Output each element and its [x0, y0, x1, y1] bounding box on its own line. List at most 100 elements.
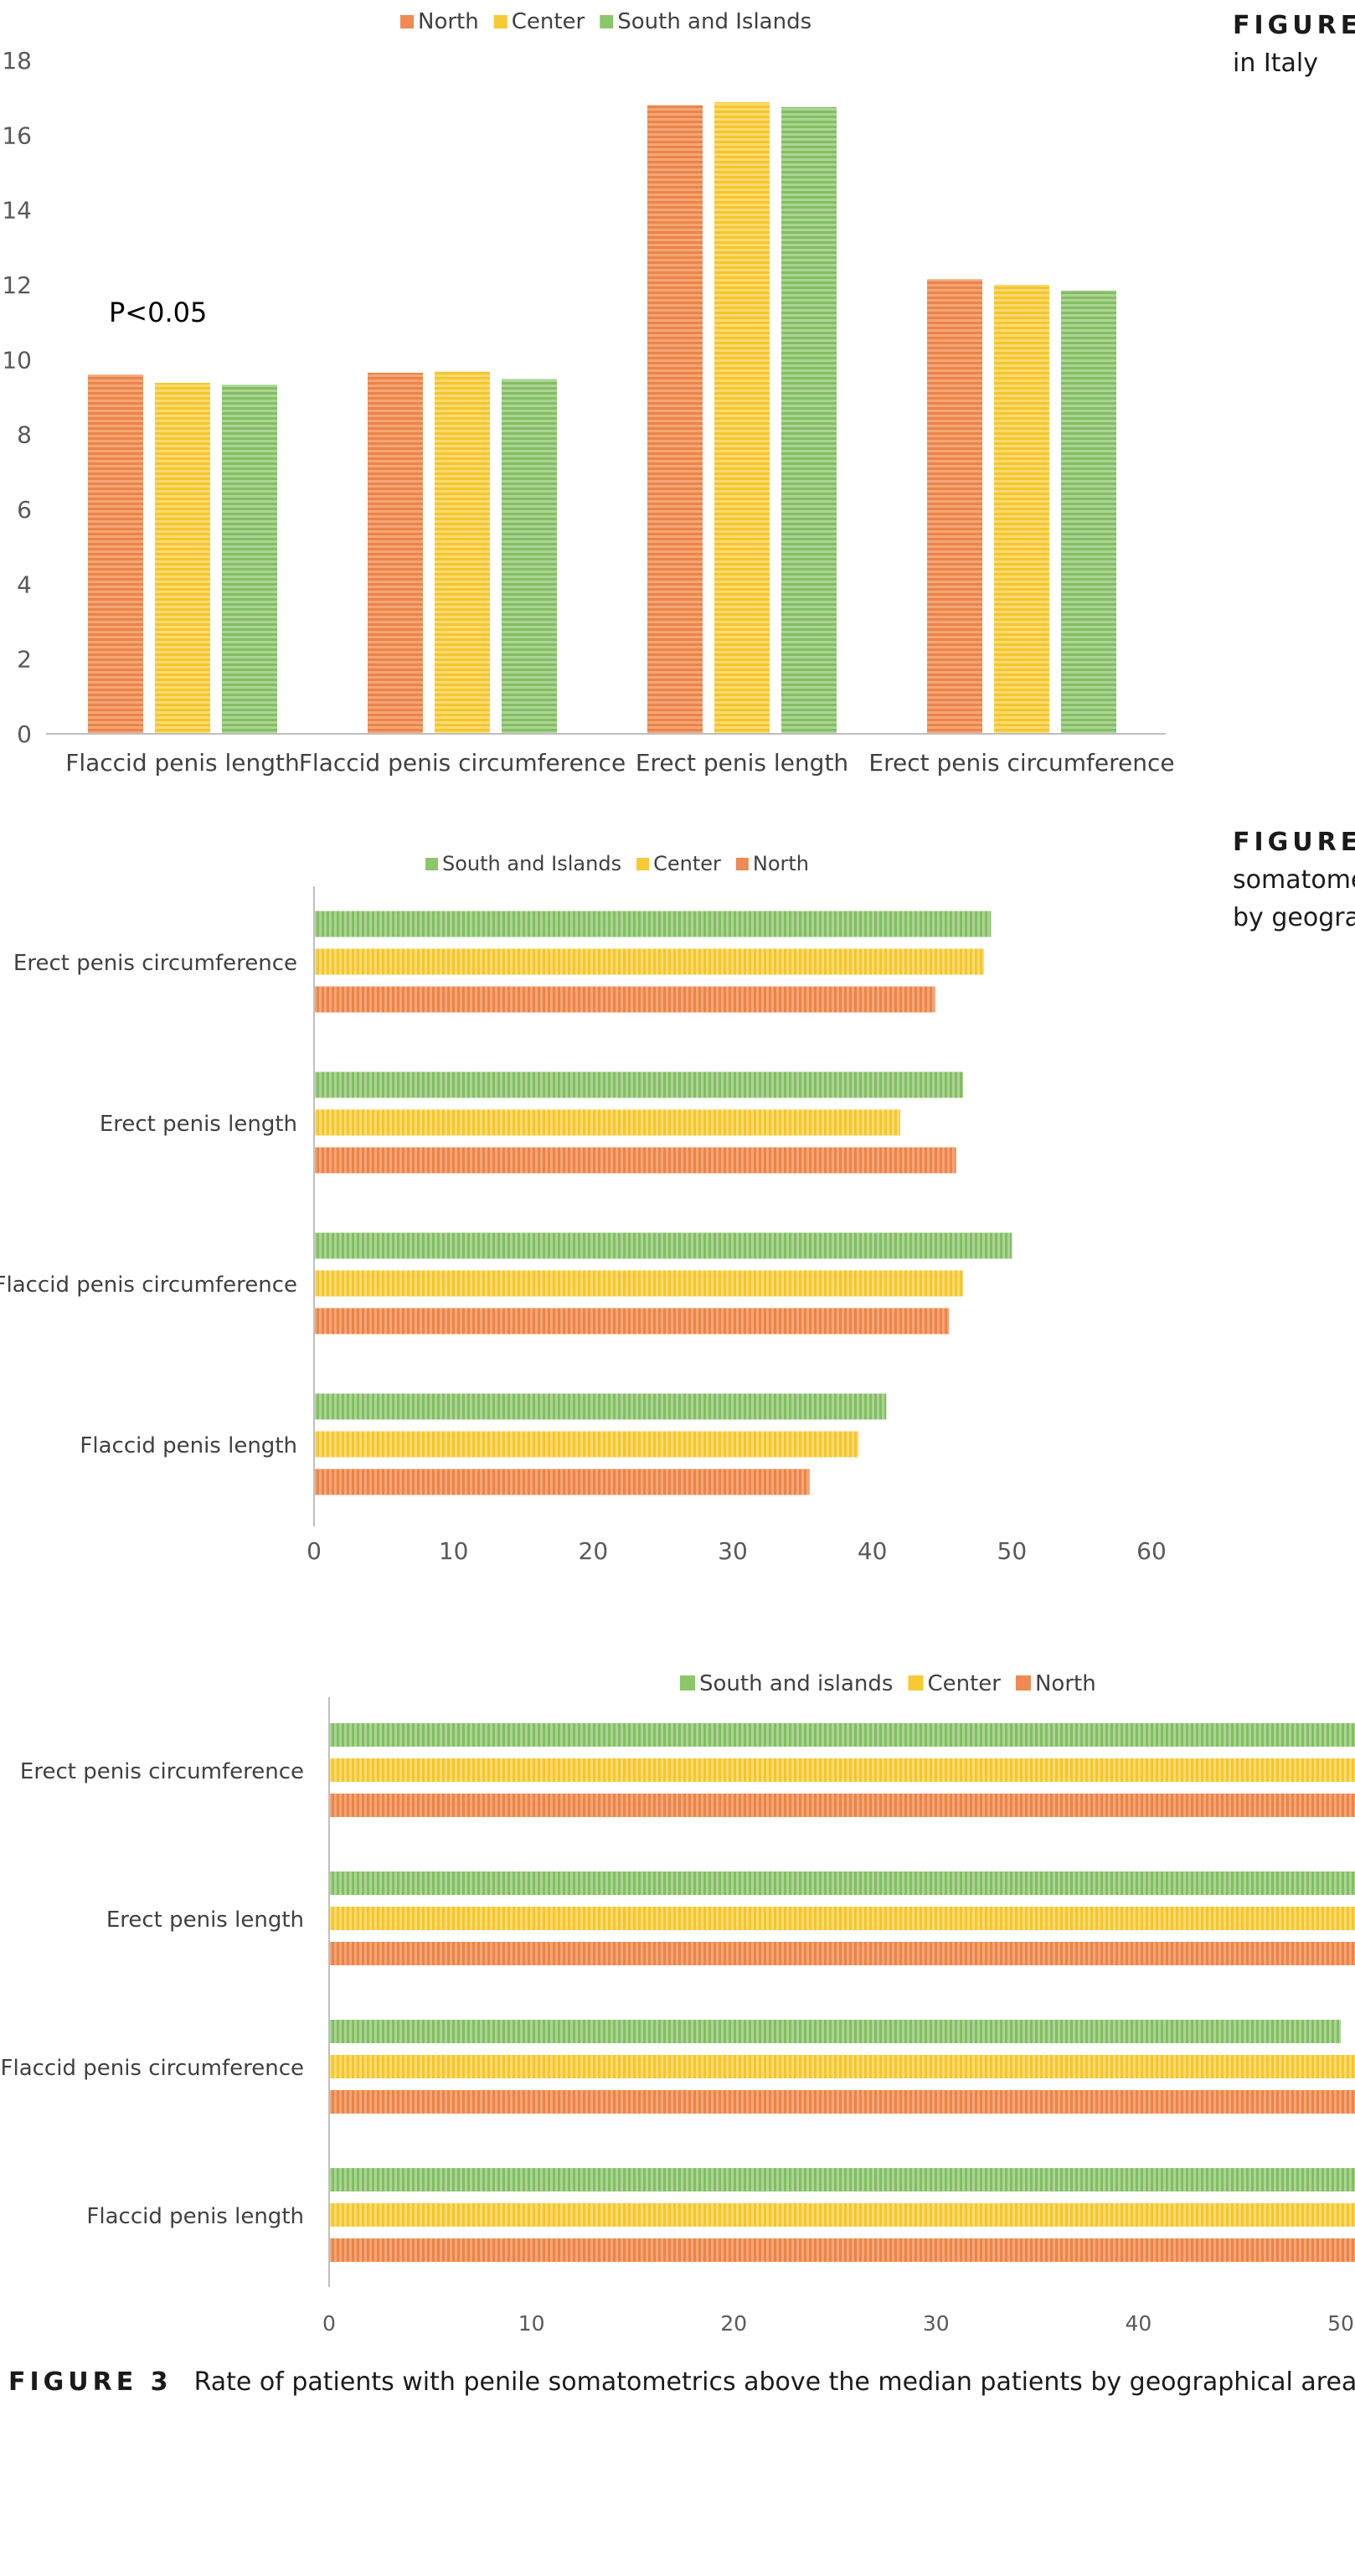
chart3-x-tick-0: 0 [322, 2311, 336, 2336]
chart1-bar-center-erect-penis-circumference [994, 285, 1049, 734]
chart1-annotation: P<0.05 [109, 297, 207, 328]
chart2-legend-swatch-north [1015, 1675, 1031, 1691]
chart3-bar-north-flaccid-penis-circumference [330, 2090, 1355, 2114]
chart3-x-tick-20: 20 [720, 2311, 747, 2336]
chart1-bar-south-and-islands-flaccid-penis-circumference [502, 379, 557, 734]
chart1-bar-south-and-islands-erect-penis-length [781, 106, 837, 735]
chart2-x-tick-40: 40 [858, 1537, 888, 1565]
chart2-bar-north-flaccid-penis-circumference [315, 1308, 950, 1334]
chart2-legend-swatch-south-and-islands [680, 1675, 695, 1691]
chart3-x-tick-50: 50 [1327, 2311, 1354, 2336]
chart1-y-tick-6: 6 [17, 496, 32, 524]
chart3-category-flaccid-penis-length: Flaccid penis length [86, 2204, 304, 2229]
chart2-legend-label-north: North [1035, 1671, 1096, 1696]
chart1-category-labels: Flaccid penis length Flaccid penis circum… [65, 749, 1174, 777]
chart3-bar-south-and-islands-erect-penis-circumference [330, 1723, 1355, 1747]
figure1-bar-chart: North Center South and Islands 0 2 4 6 8 10 12 14… [2, 9, 1355, 777]
chart1-bar-center-erect-penis-length [714, 102, 770, 734]
chart1-legend-swatch-center [636, 858, 650, 870]
chart1-category-flaccid-penis-circumference: Flaccid penis circumference [299, 749, 626, 777]
chart2-bar-center-flaccid-penis-circumference [315, 1270, 963, 1297]
chart2-legend-label-south-and-islands: South and islands [699, 1671, 893, 1696]
figure3-horizontal-bar-chart: South and islands Center North Flaccid pen… [1, 1671, 1355, 2336]
chart3-bar-center-flaccid-penis-circumference [330, 2055, 1355, 2078]
chart3-bar-south-and-islands-flaccid-penis-length [330, 2168, 1355, 2191]
chart2-x-tick-0: 0 [307, 1537, 322, 1565]
chart0-legend-label-south-and-islands: South and Islands [617, 9, 811, 34]
chart1-y-tick-2: 2 [17, 646, 32, 674]
chart1-bar-center-flaccid-penis-circumference [435, 371, 490, 734]
chart3-category-labels: Flaccid penis length Flaccid penis circum… [1, 1759, 304, 2229]
chart0-legend-swatch-south-and-islands [600, 15, 614, 28]
chart2-legend: South and Islands Center North [425, 852, 809, 875]
chart1-y-tick-14: 14 [2, 197, 32, 225]
figure3-caption-text: Rate of patients with penile somatometri… [193, 2367, 1355, 2397]
chart1-legend-label-south-and-islands: South and Islands [442, 852, 621, 875]
chart2-x-tick-30: 30 [718, 1537, 748, 1565]
figure1-caption-label: FIGURE [1233, 11, 1355, 40]
chart1-legend-label-center: Center [653, 852, 721, 875]
chart1-category-erect-penis-circumference: Erect penis circumference [868, 749, 1174, 777]
chart2-category-flaccid-penis-length: Flaccid penis length [80, 1433, 297, 1458]
chart1-bar-center-flaccid-penis-length [155, 383, 210, 734]
chart2-x-tick-20: 20 [579, 1537, 609, 1565]
chart3-bar-north-erect-penis-circumference [330, 1794, 1355, 1817]
chart2-bar-center-erect-penis-circumference [315, 948, 984, 975]
chart2-bar-north-erect-penis-circumference [315, 986, 935, 1013]
chart1-y-axis-ticks: 0 2 4 6 8 10 12 14 16 18 [2, 47, 32, 748]
chart2-bar-north-flaccid-penis-length [315, 1469, 810, 1495]
chart1-bar-north-erect-penis-circumference [927, 279, 982, 734]
chart3-legend: South and islands Center North [680, 1671, 1096, 1696]
chart3-bar-north-erect-penis-length [330, 1942, 1355, 1965]
chart3-bar-center-erect-penis-circumference [330, 1758, 1355, 1782]
chart0-legend-label-north: North [418, 9, 479, 34]
chart3-bar-north-flaccid-penis-length [330, 2238, 1355, 2262]
chart2-category-erect-penis-circumference: Erect penis circumference [13, 951, 297, 976]
figure3-caption-label: FIGURE 3 [8, 2367, 173, 2397]
chart2-category-labels: Flaccid penis length Flaccid penis circum… [0, 951, 297, 1458]
chart0-legend-label-center: Center [512, 9, 585, 34]
chart2-x-tick-60: 60 [1136, 1537, 1167, 1565]
chart3-x-tick-30: 30 [923, 2311, 950, 2336]
chart3-category-erect-penis-circumference: Erect penis circumference [20, 1759, 304, 1784]
chart3-bar-center-flaccid-penis-length [330, 2203, 1355, 2227]
chart2-x-tick-50: 50 [997, 1537, 1028, 1565]
chart3-x-axis-ticks: 0 10 20 30 40 50 [322, 2311, 1354, 2336]
chart3-category-flaccid-penis-circumference: Flaccid penis circumference [1, 2056, 304, 2081]
chart2-bar-south-and-islands-flaccid-penis-circumference [315, 1232, 1012, 1259]
figure1-caption-text: in Italy [1233, 49, 1318, 78]
chart2-bar-north-erect-penis-length [315, 1147, 956, 1174]
chart1-y-tick-16: 16 [2, 121, 32, 149]
chart2-legend-label-center: Center [927, 1671, 1001, 1696]
chart3-category-erect-penis-length: Erect penis length [106, 1907, 304, 1933]
chart2-bars [315, 911, 1012, 1495]
chart2-bar-south-and-islands-erect-penis-length [315, 1071, 963, 1098]
chart3-x-tick-40: 40 [1125, 2311, 1151, 2336]
chart1-bars [88, 102, 1116, 735]
chart3-x-tick-10: 10 [518, 2311, 545, 2336]
chart2-category-erect-penis-length: Erect penis length [100, 1112, 297, 1137]
figure3-caption: FIGURE 3 Rate of patients with penile som… [8, 2367, 1355, 2397]
chart0-legend-swatch-north [400, 15, 414, 28]
figure2-horizontal-bar-chart: South and Islands Center North Flaccid pen… [0, 828, 1355, 1565]
chart1-y-tick-4: 4 [17, 570, 32, 598]
chart3-bars [330, 1723, 1355, 2262]
chart1-y-tick-0: 0 [17, 720, 32, 748]
chart1-category-flaccid-penis-length: Flaccid penis length [65, 749, 300, 777]
chart1-category-erect-penis-length: Erect penis length [636, 749, 848, 777]
chart1-y-tick-12: 12 [2, 271, 32, 299]
chart1-y-tick-8: 8 [17, 421, 32, 449]
chart2-bar-center-erect-penis-length [315, 1109, 900, 1136]
chart1-legend-swatch-south-and-islands [425, 858, 438, 870]
chart1-y-tick-18: 18 [2, 47, 32, 75]
figure2-caption-label: FIGURE [1233, 828, 1355, 857]
chart2-legend-swatch-center [908, 1675, 924, 1691]
chart1-bar-north-flaccid-penis-length [88, 374, 143, 734]
chart1-legend-label-north: North [753, 852, 809, 875]
chart3-bar-south-and-islands-erect-penis-length [330, 1871, 1355, 1895]
chart3-bar-center-erect-penis-length [330, 1907, 1355, 1930]
figure2-caption-line2: by geogra [1233, 903, 1355, 932]
figure2-caption-line1: somatome [1233, 865, 1355, 895]
chart1-bar-north-erect-penis-length [647, 105, 703, 735]
chart1-bar-south-and-islands-flaccid-penis-length [222, 385, 277, 734]
